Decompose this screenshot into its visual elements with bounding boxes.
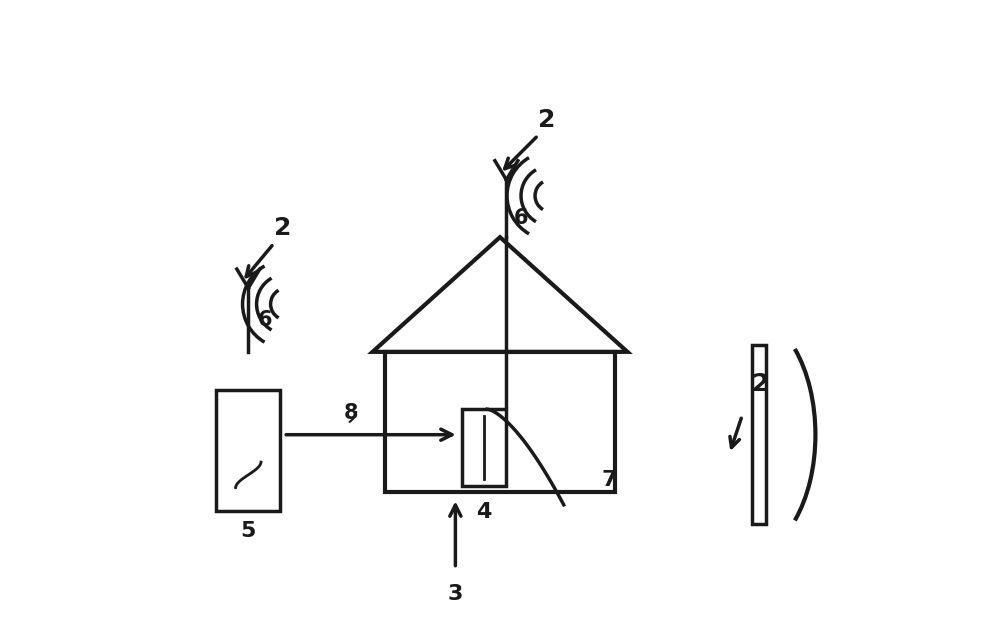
Bar (385, 352, 615, 492)
Text: 6: 6 (258, 310, 272, 330)
Text: 5: 5 (241, 521, 256, 541)
Bar (216, 390, 280, 511)
Text: 7: 7 (602, 470, 617, 490)
Text: 3: 3 (448, 584, 463, 604)
Text: 8: 8 (344, 403, 358, 423)
Text: 2: 2 (538, 108, 556, 132)
Bar (462, 409, 506, 486)
Text: 2: 2 (274, 216, 291, 241)
Text: 4: 4 (476, 502, 492, 522)
Bar (752, 346, 766, 524)
Text: 6: 6 (514, 209, 529, 228)
Text: 2: 2 (752, 372, 769, 396)
